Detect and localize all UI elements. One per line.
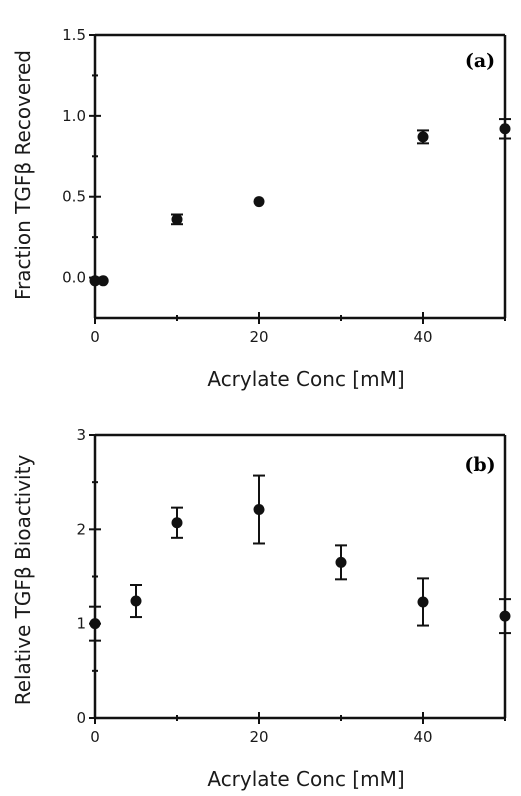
ytick-label-b: 2 [76, 520, 86, 538]
panel-a: Fraction TGFβ Recovered Acrylate Conc [m… [11, 26, 511, 391]
data-point-b [89, 618, 101, 630]
ytick-label-a: 1.0 [62, 107, 86, 125]
panel-b-label: (b) [464, 454, 495, 476]
data-point-b [130, 595, 142, 607]
ytick-label-a: 0.5 [62, 188, 86, 206]
data-point-b [499, 610, 511, 622]
ytick-label-b: 0 [76, 709, 86, 727]
panel-a-xlabel: Acrylate Conc [mM] [207, 367, 404, 391]
ytick-label-a: 0.0 [62, 269, 86, 287]
data-point-b [253, 504, 265, 516]
panel-a-ylabel: Fraction TGFβ Recovered [11, 50, 35, 300]
ytick-label-b: 3 [76, 426, 86, 444]
data-point-a [97, 275, 109, 287]
data-point-a [417, 131, 429, 143]
xtick-label-a: 0 [90, 328, 100, 346]
data-point-a [89, 275, 101, 287]
data-point-a [171, 213, 183, 225]
xtick-label-b: 40 [413, 728, 432, 746]
panel-a-label: (a) [465, 50, 495, 72]
panel-b-xlabel: Acrylate Conc [mM] [207, 767, 404, 791]
xtick-label-a: 20 [249, 328, 268, 346]
data-point-a [499, 123, 511, 135]
data-point-b [417, 596, 429, 608]
ytick-label-a: 1.5 [62, 26, 86, 44]
xtick-label-b: 0 [90, 728, 100, 746]
data-point-b [171, 517, 183, 529]
ytick-label-b: 1 [76, 615, 86, 633]
panel-b: Relative TGFβ Bioactivity Acrylate Conc … [11, 426, 511, 791]
xtick-label-a: 40 [413, 328, 432, 346]
data-point-a [253, 196, 265, 208]
plot-area-b: 0 1 2 3 0 20 40 [76, 426, 511, 746]
plot-area-a: 0.0 0.5 1.0 1.5 0 20 40 [62, 26, 511, 346]
panel-b-ylabel: Relative TGFβ Bioactivity [11, 455, 35, 706]
data-point-b [335, 556, 347, 568]
xtick-label-b: 20 [249, 728, 268, 746]
